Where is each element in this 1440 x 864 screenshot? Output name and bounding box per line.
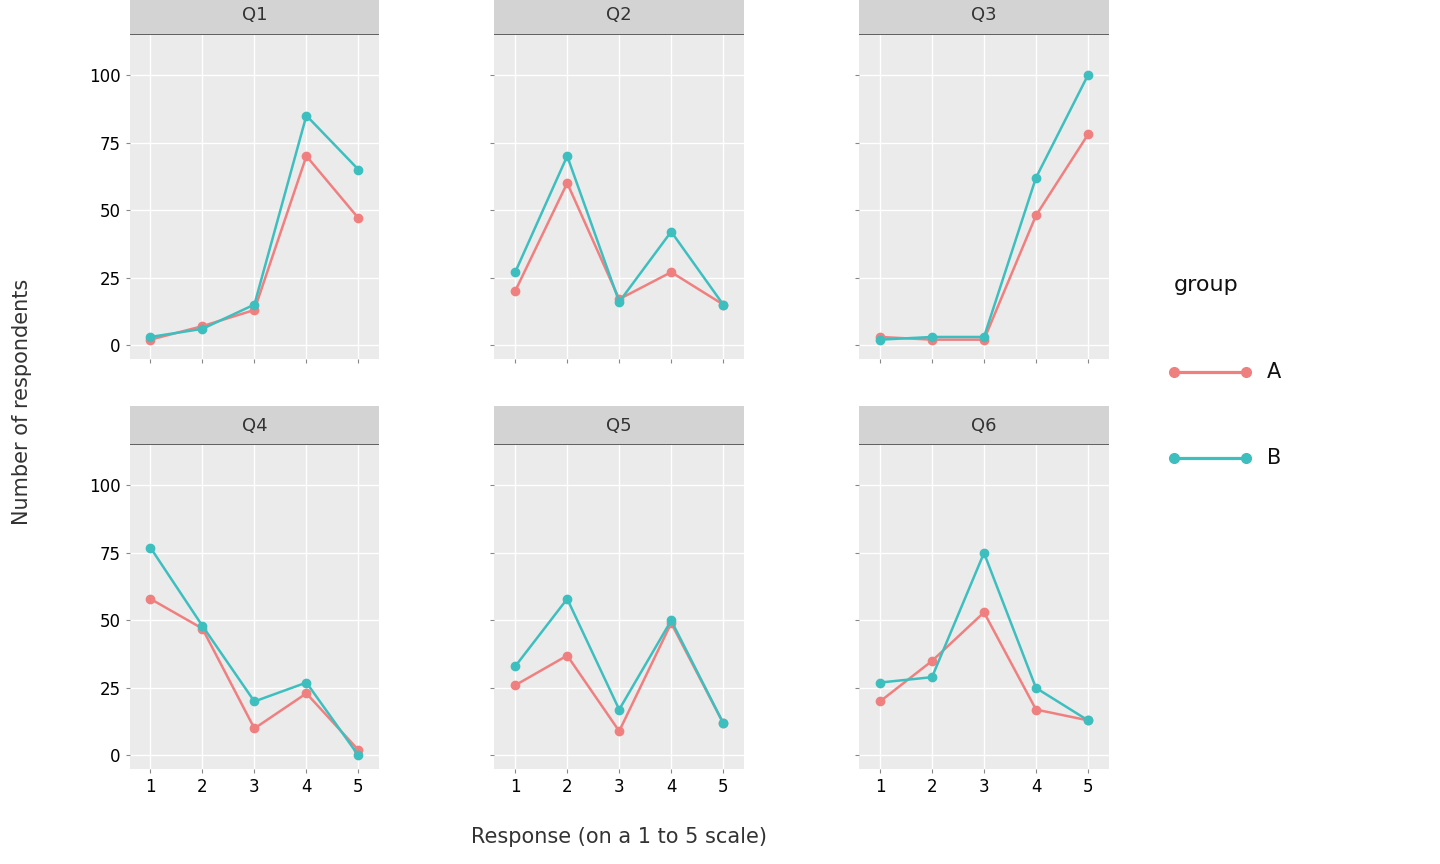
Text: group: group <box>1174 275 1238 295</box>
Text: Number of respondents: Number of respondents <box>12 278 32 525</box>
Text: Q2: Q2 <box>606 6 632 24</box>
Text: Q3: Q3 <box>971 6 996 24</box>
Text: B: B <box>1267 448 1282 468</box>
Text: Q4: Q4 <box>242 416 268 435</box>
Text: Q5: Q5 <box>606 416 632 435</box>
Text: A: A <box>1267 361 1282 382</box>
Text: Response (on a 1 to 5 scale): Response (on a 1 to 5 scale) <box>471 827 768 847</box>
Text: Q1: Q1 <box>242 6 268 24</box>
Text: Q6: Q6 <box>971 416 996 435</box>
